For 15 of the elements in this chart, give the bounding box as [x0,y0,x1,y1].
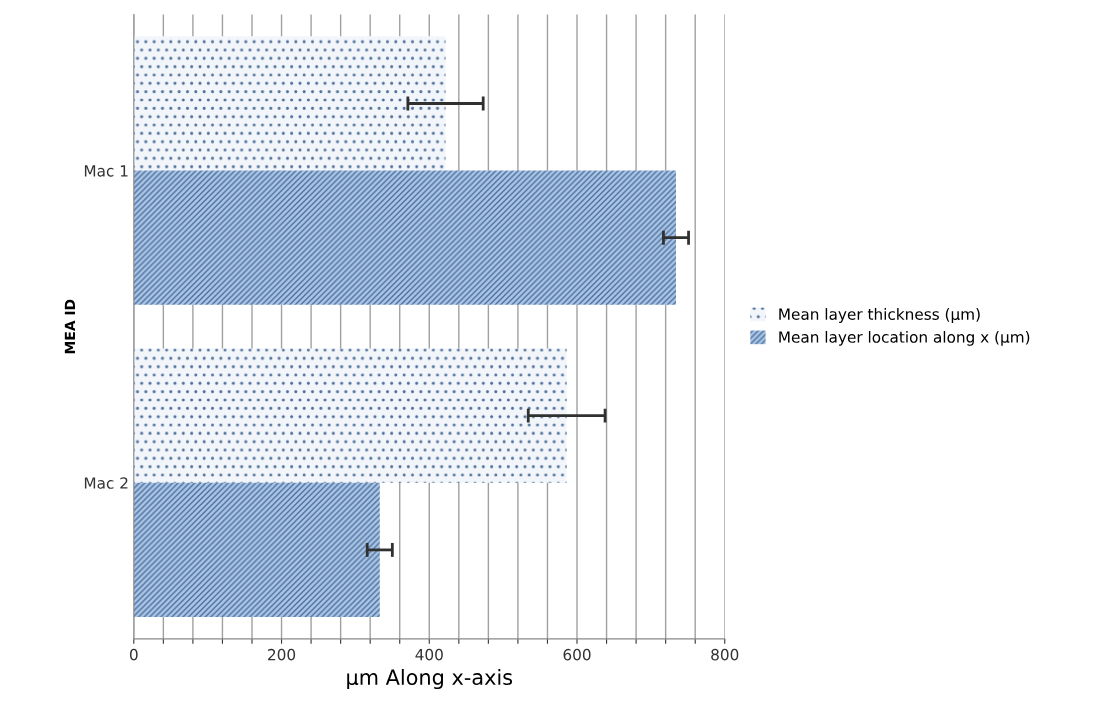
x-tick-label: 400 [415,648,443,661]
bar [133,170,676,305]
legend-label: Mean layer location along x (µm) [779,330,1030,346]
x-tick-label: 800 [711,648,739,661]
legend-label: Mean layer thickness (µm) [779,308,980,323]
y-tick-label: Mac 1 [84,165,128,177]
bar [133,348,567,483]
x-axis-title: µm Along x-axis [347,668,513,690]
x-tick-label: 600 [563,648,591,661]
x-tick-label: 0 [129,648,138,661]
bar [133,36,446,171]
bar [133,482,380,618]
x-tick-label: 200 [268,648,296,661]
y-tick-label: Mac 2 [84,477,128,489]
y-axis-title: MEA ID [64,299,75,354]
